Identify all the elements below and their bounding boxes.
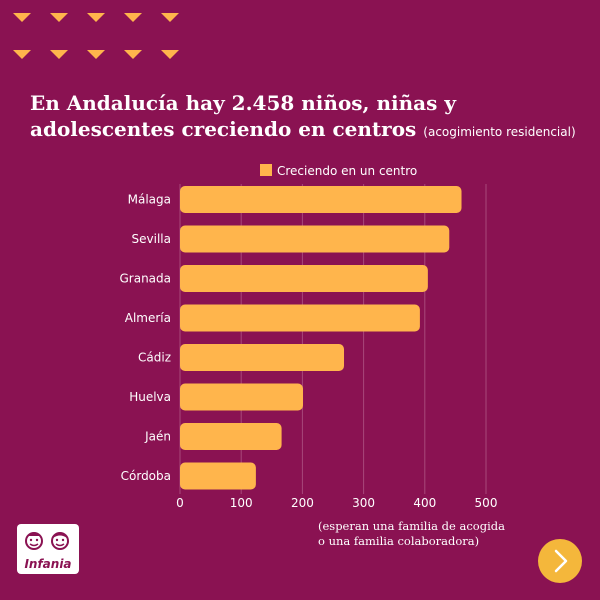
category-label: Huelva [129, 390, 171, 404]
bar [180, 344, 345, 371]
category-label: Almería [125, 311, 171, 325]
tick-label: 500 [475, 496, 498, 510]
bar [180, 423, 282, 450]
logo-text: Infania [24, 557, 72, 571]
triangle-decoration [50, 50, 68, 59]
triangle-pattern-icon [13, 13, 179, 59]
footnote: (esperan una familia de acogida o una fa… [318, 519, 505, 549]
bar [180, 304, 420, 332]
tick-label: 300 [352, 496, 375, 510]
tick-label: 0 [176, 496, 184, 510]
triangle-decoration [161, 50, 179, 59]
tick-label: 200 [291, 496, 314, 510]
category-label: Córdoba [121, 469, 171, 483]
legend-label: Creciendo en un centro [277, 164, 417, 178]
bar [180, 225, 450, 253]
triangle-decoration [161, 13, 179, 22]
triangle-decoration [87, 50, 105, 59]
triangle-decoration [13, 13, 31, 22]
title-subtitle: (acogimiento residencial) [423, 125, 576, 139]
infania-logo: Infania [17, 524, 79, 574]
bar [180, 265, 428, 292]
category-label: Granada [119, 272, 171, 286]
chart-x-ticks: 0 100 200 300 400 500 [176, 496, 497, 510]
category-label: Málaga [128, 193, 171, 207]
category-label: Cádiz [138, 351, 171, 365]
triangle-decoration [50, 13, 68, 22]
page-title: En Andalucía hay 2.458 niños, niñas y ad… [30, 90, 590, 145]
triangle-decoration [87, 13, 105, 22]
triangle-decoration [124, 13, 142, 22]
next-button[interactable] [538, 539, 582, 583]
chart-legend: Creciendo en un centro [260, 164, 417, 178]
legend-swatch [260, 164, 272, 176]
footnote-line-1: (esperan una familia de acogida [318, 519, 505, 533]
footnote-line-2: o una familia colaboradora) [318, 534, 480, 548]
chevron-right-icon [554, 549, 568, 573]
tick-label: 100 [230, 496, 253, 510]
bar [180, 186, 462, 213]
bar [180, 462, 256, 490]
children-faces-icon [25, 532, 69, 550]
bar [180, 383, 304, 411]
triangle-decoration [13, 50, 31, 59]
category-label: Sevilla [132, 232, 171, 246]
category-label: Jaén [144, 430, 171, 444]
triangle-decoration [124, 50, 142, 59]
chart-category-labels: Málaga Sevilla Granada Almería Cádiz Huelva Ja… [119, 193, 171, 484]
chart-bars [180, 186, 462, 490]
tick-label: 400 [413, 496, 436, 510]
title-text: En Andalucía hay 2.458 niños, niñas y ad… [30, 91, 456, 141]
